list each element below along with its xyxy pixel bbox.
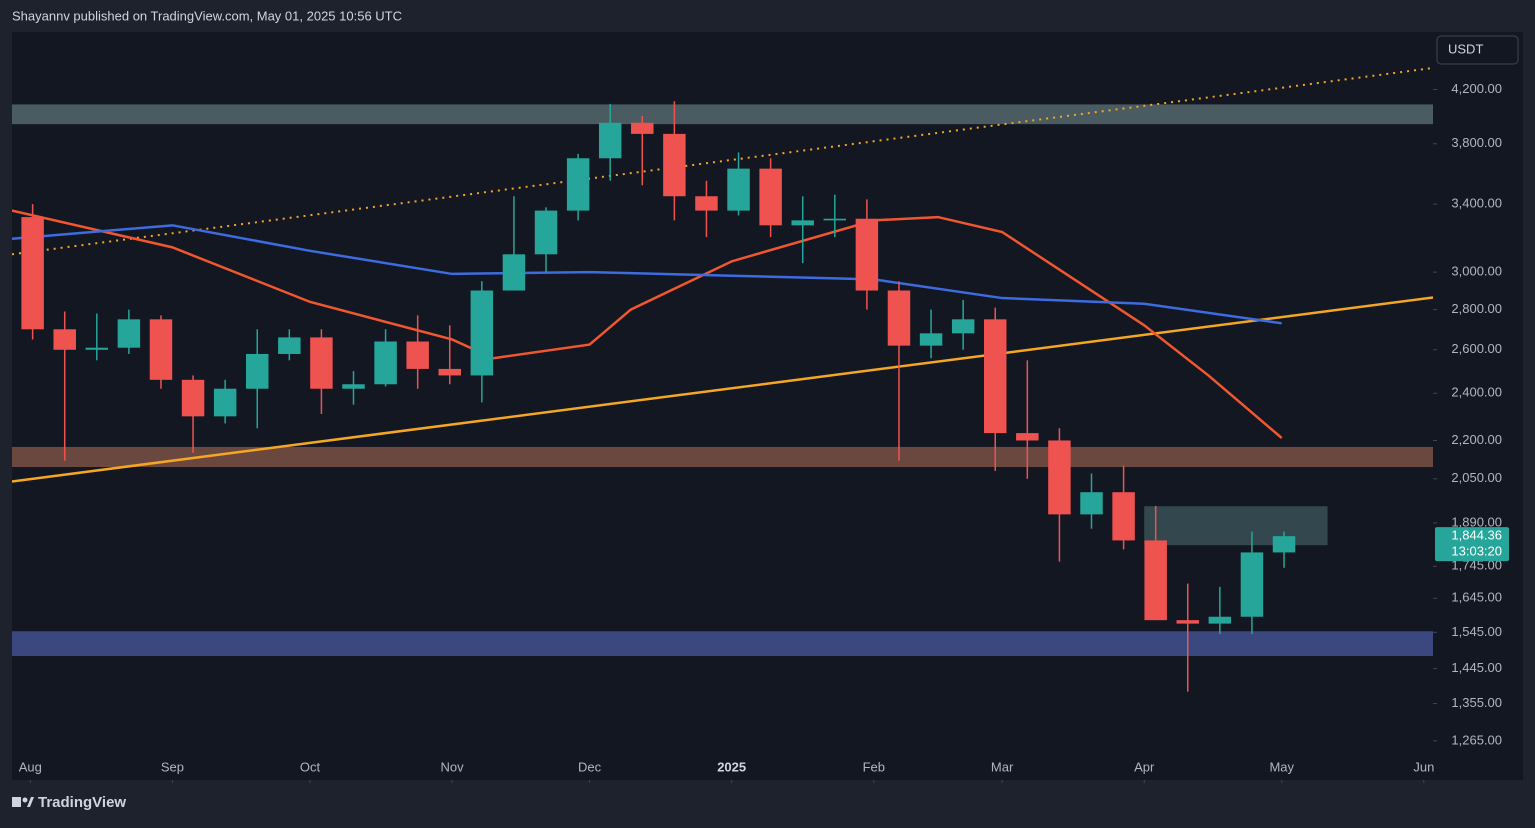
candle-body <box>310 337 333 389</box>
candle-body <box>1080 492 1103 515</box>
trendline <box>12 296 1433 483</box>
zone <box>12 446 1433 468</box>
header: Shayannv published on TradingView.com, M… <box>12 8 402 23</box>
candle-body <box>1016 433 1039 441</box>
candle-body <box>566 158 590 211</box>
candle-body <box>1048 440 1071 515</box>
y-tick-label: 1,355.00 <box>1451 695 1502 710</box>
x-tick-label: Aug <box>19 759 42 774</box>
candle-body <box>534 210 558 255</box>
trendline <box>12 66 1433 256</box>
candle-body <box>85 347 109 350</box>
countdown: 13:03:20 <box>1451 544 1502 559</box>
candle-body <box>213 388 237 417</box>
candle-body <box>149 319 173 380</box>
candle-body <box>695 196 718 211</box>
candle-body <box>1176 620 1199 624</box>
candle-body <box>1272 536 1296 553</box>
last-price: 1,844.36 <box>1451 528 1502 543</box>
currency[interactable]: USDT <box>1448 41 1483 56</box>
footer-brand: TradingView <box>38 794 126 811</box>
y-tick-label: 1,745.00 <box>1451 558 1502 573</box>
x-tick-label: May <box>1269 759 1294 774</box>
candle-body <box>855 218 879 291</box>
candle-body <box>438 368 461 376</box>
x-tick-label: Sep <box>161 759 184 774</box>
logo <box>12 797 34 807</box>
y-tick-label: 1,545.00 <box>1451 624 1502 639</box>
candle-body <box>759 168 782 226</box>
candle-body <box>278 337 301 354</box>
moving-average <box>12 224 1282 325</box>
x-tick-label: Feb <box>863 759 885 774</box>
x-tick-label: 2025 <box>717 759 746 774</box>
candle-body <box>181 379 205 417</box>
y-tick-label: 3,800.00 <box>1451 135 1502 150</box>
zone <box>1144 506 1328 546</box>
y-tick-label: 3,000.00 <box>1451 264 1502 279</box>
candle-body <box>951 319 975 334</box>
candle-body <box>117 319 141 348</box>
x-tick-label: Nov <box>440 759 464 774</box>
y-tick-label: 2,600.00 <box>1451 341 1502 356</box>
candle-body <box>1208 616 1232 624</box>
candle-body <box>406 341 429 369</box>
last-price-box <box>1435 527 1509 562</box>
candle-body <box>598 122 622 159</box>
currency-button[interactable] <box>1436 35 1519 65</box>
y-tick-label: 2,800.00 <box>1451 301 1502 316</box>
candle-body <box>1240 552 1264 617</box>
x-tick-label: Dec <box>578 759 602 774</box>
candle-body <box>984 319 1007 434</box>
candle-body <box>791 220 814 226</box>
candle-body <box>374 341 397 385</box>
x-tick-label: Jun <box>1413 759 1434 774</box>
plot <box>12 66 1433 692</box>
y-tick-label: 1,890.00 <box>1451 514 1502 529</box>
candle-body <box>631 122 654 134</box>
candle-body <box>1144 540 1167 621</box>
candle-body <box>246 353 269 389</box>
moving-average <box>12 209 1283 439</box>
y-tick-label: 2,400.00 <box>1451 385 1502 400</box>
candle-body <box>53 329 76 350</box>
price-axis <box>1433 32 1523 780</box>
y-tick-label: 4,200.00 <box>1451 81 1502 96</box>
zone <box>12 104 1433 125</box>
candle-body <box>663 133 686 197</box>
y-tick-label: 2,050.00 <box>1451 470 1502 485</box>
candle-body <box>342 384 365 389</box>
y-tick-label: 1,445.00 <box>1451 660 1502 675</box>
candle-body <box>823 218 847 221</box>
x-tick-label: Mar <box>991 759 1014 774</box>
candle-body <box>887 290 911 346</box>
y-tick-label: 1,645.00 <box>1451 590 1502 605</box>
candle-body <box>470 290 494 376</box>
candle-body <box>21 217 44 330</box>
candle-body <box>502 254 526 291</box>
candle-body <box>919 333 943 346</box>
x-tick-label: Apr <box>1134 759 1155 774</box>
candle-body <box>1112 492 1135 541</box>
x-tick-label: Oct <box>300 759 321 774</box>
zone <box>12 631 1433 657</box>
y-tick-label: 2,200.00 <box>1451 432 1502 447</box>
y-tick-label: 3,400.00 <box>1451 196 1502 211</box>
candle-body <box>727 168 750 211</box>
y-tick-label: 1,265.00 <box>1451 732 1502 747</box>
